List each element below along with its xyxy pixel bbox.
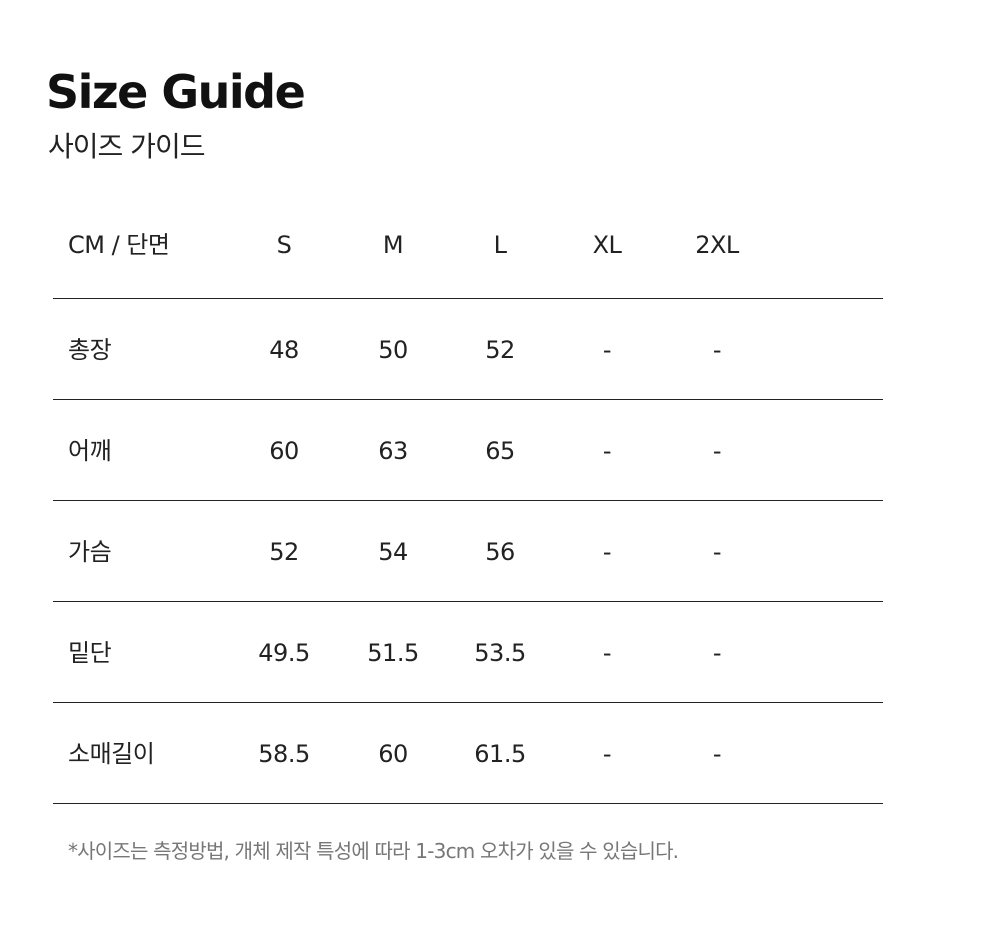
measurement-cell: 61.5: [474, 740, 526, 768]
table-row: 밑단 49.5 51.5 53.5 - -: [53, 602, 883, 703]
measurement-cell: 56: [485, 538, 515, 566]
table-row: 가슴 52 54 56 - -: [53, 501, 883, 602]
measurement-cell: -: [602, 639, 612, 667]
row-label: 밑단: [68, 639, 112, 667]
measurement-cell: 53.5: [474, 639, 526, 667]
measurement-cell: 58.5: [258, 740, 310, 768]
measurement-cell: -: [602, 336, 612, 364]
row-label: 총장: [68, 336, 112, 364]
measurement-cell: 52: [485, 336, 515, 364]
size-header-m: M: [382, 231, 404, 259]
measurement-cell: -: [712, 437, 722, 465]
measurement-cell: 49.5: [258, 639, 310, 667]
unit-header: CM / 단면: [68, 231, 170, 259]
measurement-cell: 63: [378, 437, 408, 465]
measurement-cell: -: [602, 437, 612, 465]
measurement-cell: 54: [378, 538, 408, 566]
table-row: 어깨 60 63 65 - -: [53, 400, 883, 501]
measurement-cell: -: [712, 740, 722, 768]
size-header-2xl: 2XL: [695, 231, 739, 259]
measurement-cell: 48: [269, 336, 299, 364]
row-label: 가슴: [68, 538, 112, 566]
size-header-xl: XL: [592, 231, 622, 259]
measurement-cell: 60: [269, 437, 299, 465]
table-header-row: CM / 단면 S M L XL 2XL: [53, 198, 883, 299]
size-note: *사이즈는 측정방법, 개체 제작 특성에 따라 1-3cm 오차가 있을 수 …: [68, 839, 679, 863]
page-title: Size Guide: [46, 65, 306, 119]
measurement-cell: -: [712, 538, 722, 566]
row-label: 소매길이: [68, 740, 155, 768]
measurement-cell: 52: [269, 538, 299, 566]
measurement-cell: -: [712, 639, 722, 667]
measurement-cell: 51.5: [367, 639, 419, 667]
size-header-l: L: [493, 231, 507, 259]
measurement-cell: -: [602, 740, 612, 768]
measurement-cell: -: [602, 538, 612, 566]
page-subtitle: 사이즈 가이드: [48, 130, 205, 163]
measurement-cell: -: [712, 336, 722, 364]
size-table: CM / 단면 S M L XL 2XL 총장 48 50 52 - - 어깨 60 63 65 -…: [53, 198, 883, 804]
measurement-cell: 50: [378, 336, 408, 364]
measurement-cell: 60: [378, 740, 408, 768]
table-row: 소매길이 58.5 60 61.5 - -: [53, 703, 883, 804]
row-label: 어깨: [68, 437, 112, 465]
measurement-cell: 65: [485, 437, 515, 465]
size-header-s: S: [276, 231, 292, 259]
table-row: 총장 48 50 52 - -: [53, 299, 883, 400]
